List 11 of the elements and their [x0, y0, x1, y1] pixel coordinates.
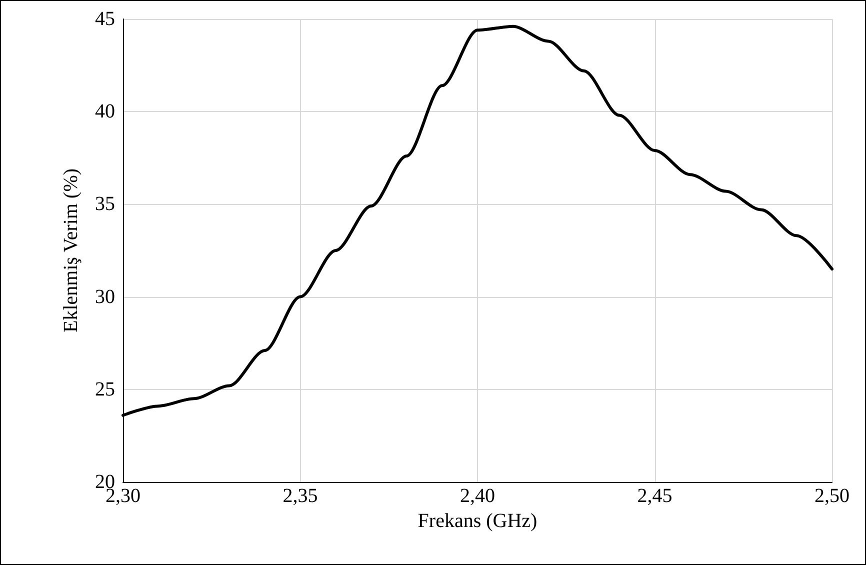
x-tick-label: 2,50 — [814, 485, 850, 507]
x-tick-label: 2,35 — [282, 485, 318, 507]
x-axis-title: Frekans (GHz) — [418, 510, 538, 532]
y-axis-title: Eklenmiş Verim (%) — [60, 168, 82, 333]
y-tick-label: 25 — [95, 378, 115, 400]
y-tick-label: 35 — [95, 193, 115, 216]
y-tick-label: 45 — [95, 8, 115, 30]
x-tick-label: 2,40 — [460, 485, 495, 507]
y-tick-label: 40 — [95, 100, 115, 123]
y-tick-label: 30 — [95, 286, 115, 308]
x-tick-label: 2,45 — [637, 485, 672, 507]
